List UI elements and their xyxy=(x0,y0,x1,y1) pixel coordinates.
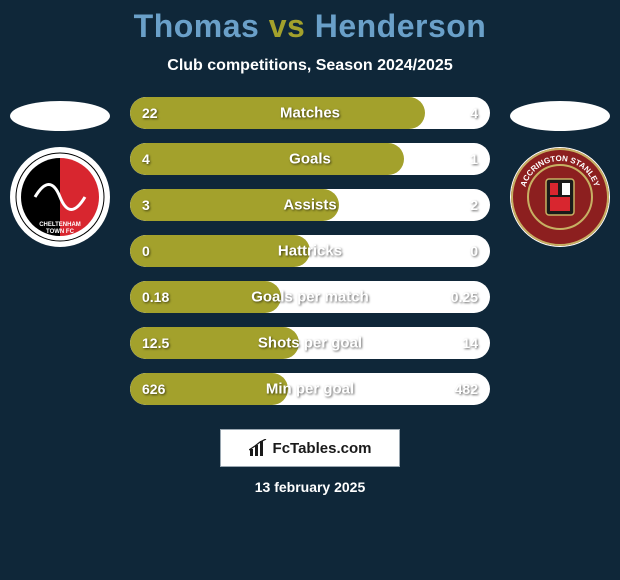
stat-row: 0.180.25Goals per match xyxy=(130,281,490,313)
stat-right-value: 0.25 xyxy=(451,289,478,305)
fctables-text: FcTables.com xyxy=(273,440,372,457)
comparison-content: CHELTENHAM TOWN FC ACCRINGTON STANLEY 22… xyxy=(0,97,620,405)
player-right-name: Henderson xyxy=(315,8,487,44)
right-club-badge: ACCRINGTON STANLEY xyxy=(510,147,610,247)
stat-row: 626482Min per goal xyxy=(130,373,490,405)
svg-text:TOWN FC: TOWN FC xyxy=(46,229,75,235)
stat-row: 00Hattricks xyxy=(130,235,490,267)
stat-fill xyxy=(130,327,299,359)
stat-row: 41Goals xyxy=(130,143,490,175)
season-subtitle: Club competitions, Season 2024/2025 xyxy=(0,57,620,75)
left-club-badge: CHELTENHAM TOWN FC xyxy=(10,147,110,247)
stat-fill xyxy=(130,373,288,405)
vs-word: vs xyxy=(269,8,306,44)
stat-fill xyxy=(130,143,404,175)
footer-date: 13 february 2025 xyxy=(0,479,620,495)
svg-text:CHELTENHAM: CHELTENHAM xyxy=(39,222,81,228)
stat-right-value: 0 xyxy=(470,243,478,259)
stat-fill xyxy=(130,235,310,267)
fctables-logo[interactable]: FcTables.com xyxy=(220,429,400,467)
stat-bars: 224Matches 41Goals 32Assists 00Hattricks 0.1… xyxy=(130,97,490,405)
stat-right-value: 2 xyxy=(470,197,478,213)
stat-right-value: 14 xyxy=(462,335,478,351)
stat-fill xyxy=(130,189,339,221)
player-left-name: Thomas xyxy=(134,8,260,44)
stat-fill xyxy=(130,97,425,129)
stat-right-value: 1 xyxy=(470,151,478,167)
cheltenham-badge-icon: CHELTENHAM TOWN FC xyxy=(15,152,105,242)
right-pill xyxy=(510,101,610,131)
stat-right-value: 482 xyxy=(455,381,478,397)
stat-row: 12.514Shots per goal xyxy=(130,327,490,359)
left-pill xyxy=(10,101,110,131)
stat-right-value: 4 xyxy=(470,105,478,121)
bars-icon xyxy=(249,439,267,457)
stat-row: 32Assists xyxy=(130,189,490,221)
stat-fill xyxy=(130,281,281,313)
accrington-badge-icon: ACCRINGTON STANLEY xyxy=(510,147,610,247)
comparison-title: Thomas vs Henderson xyxy=(0,0,620,45)
stat-row: 224Matches xyxy=(130,97,490,129)
